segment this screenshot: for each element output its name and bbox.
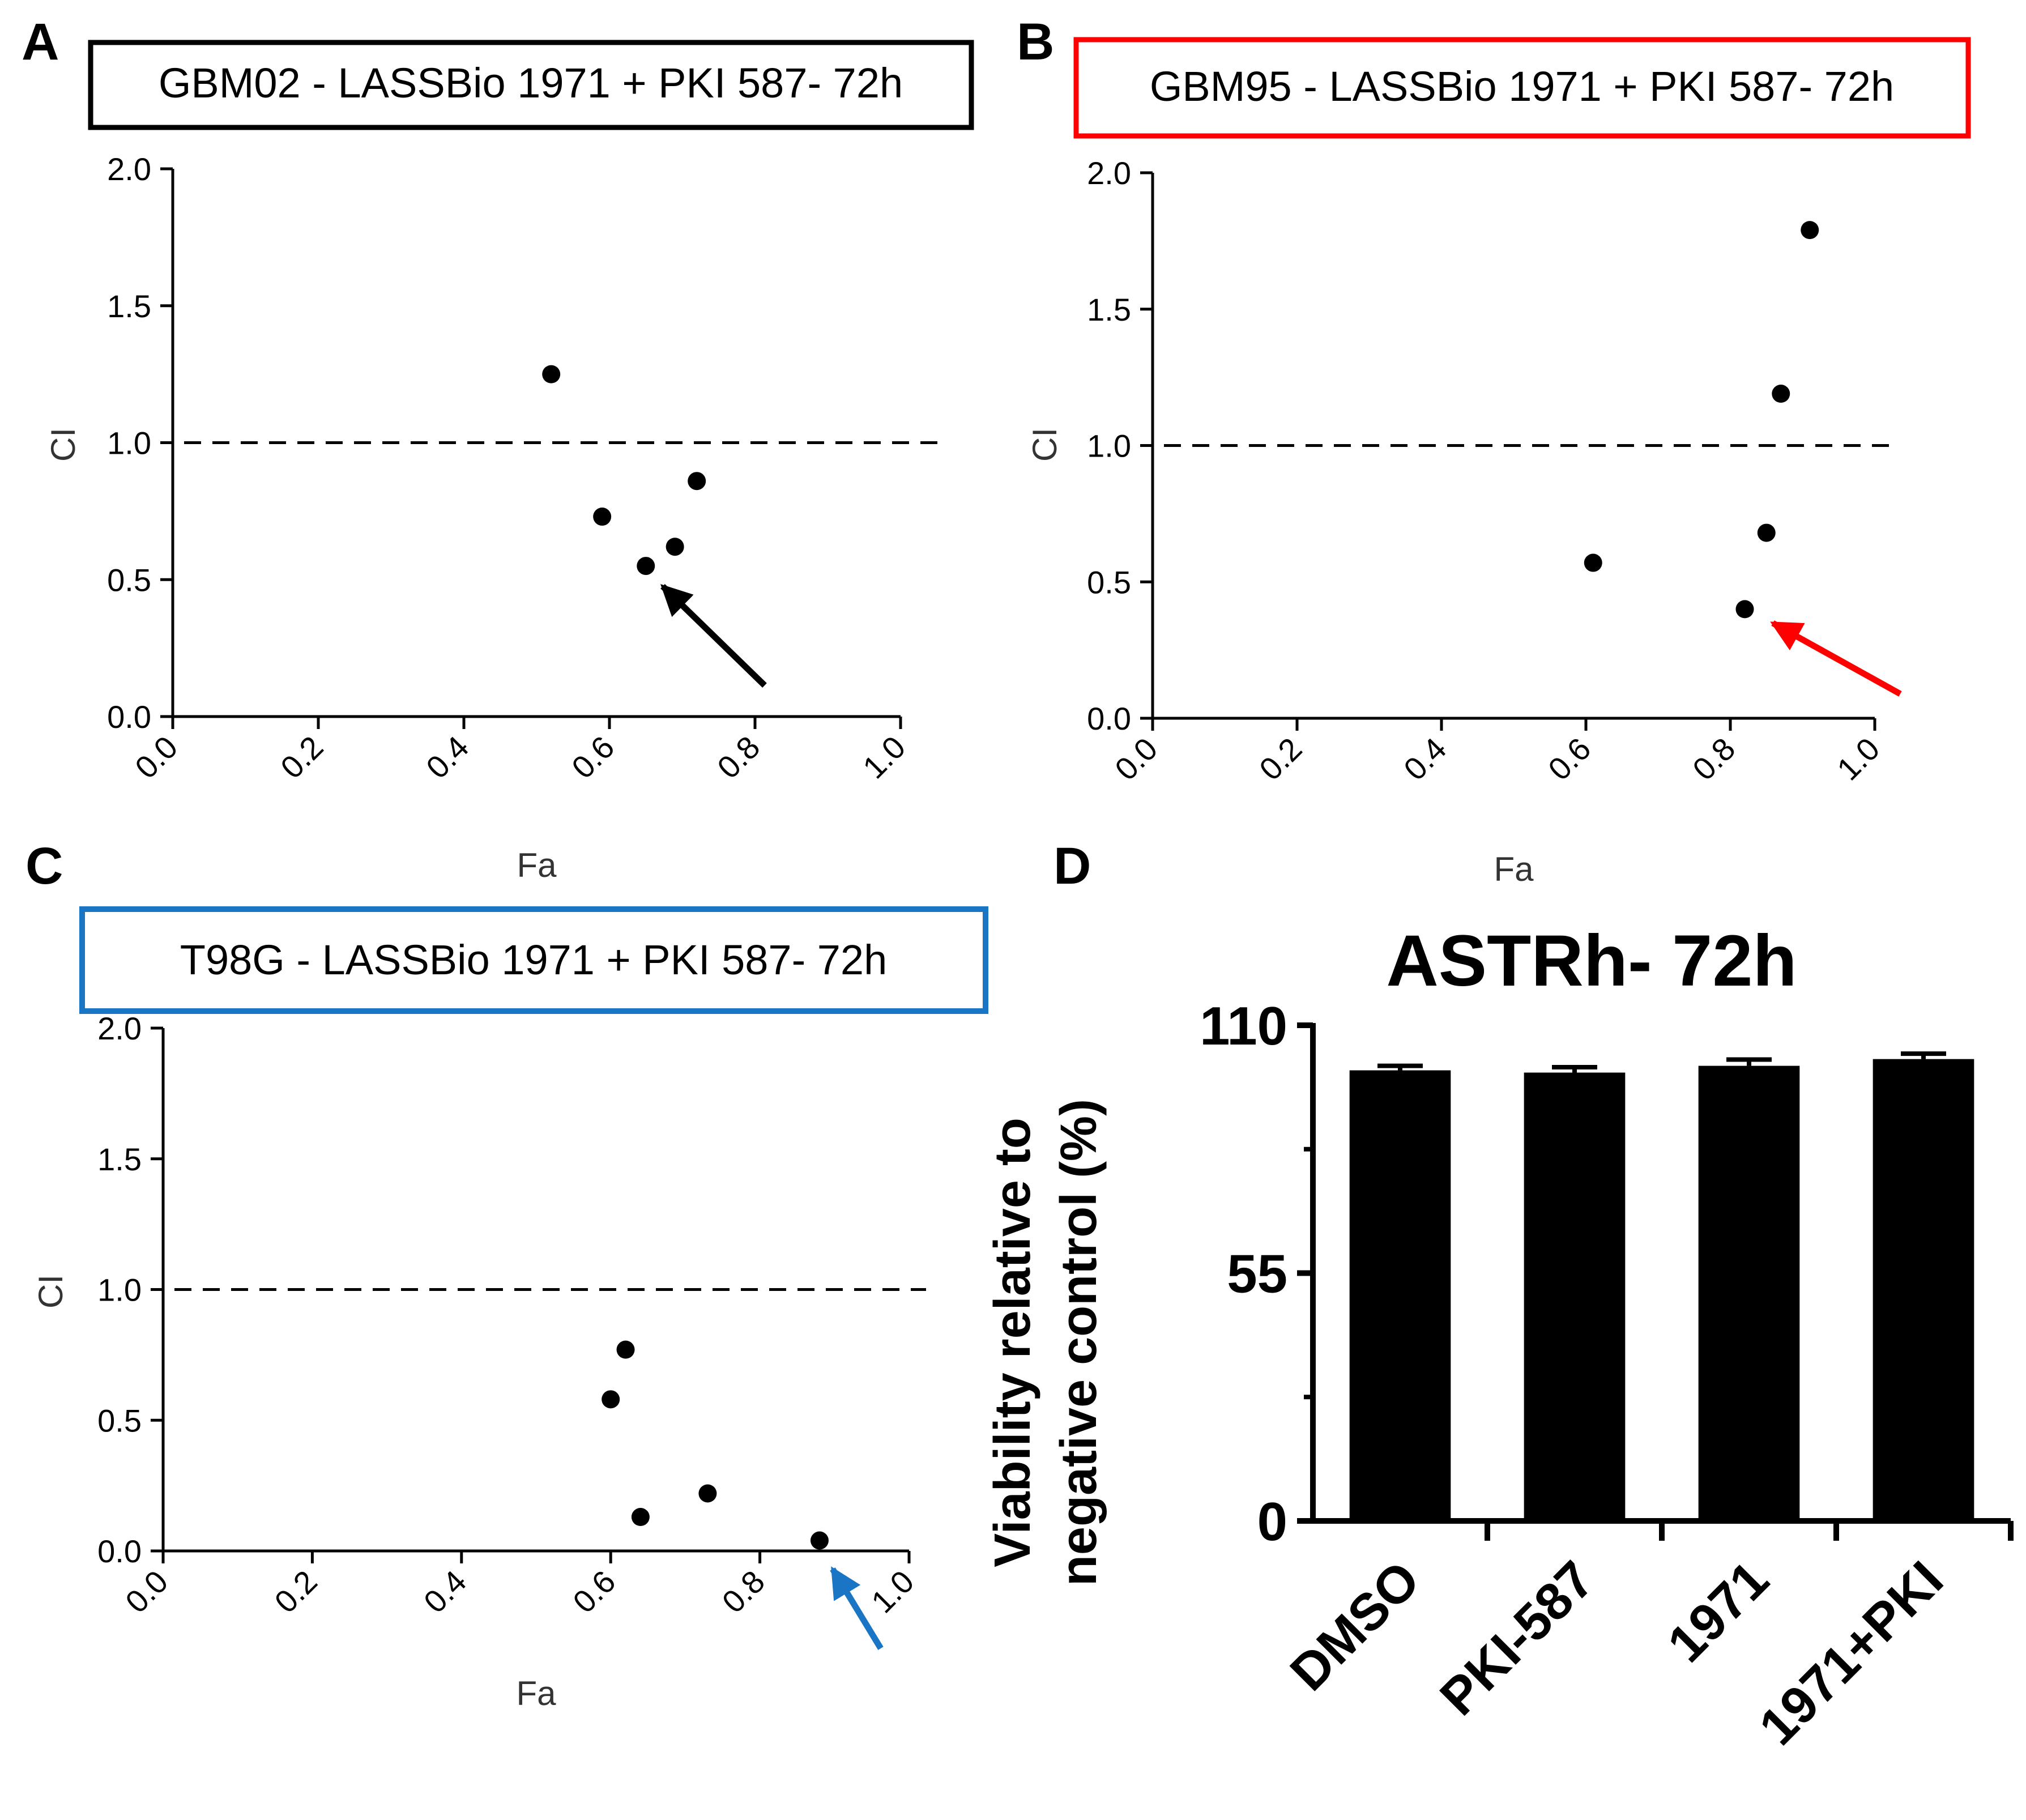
y-tick-label-d: 55: [1227, 1244, 1287, 1305]
x-tick-label: 0.6: [566, 1563, 622, 1620]
x-tick-label: 0.2: [274, 729, 330, 786]
chart-title-b: GBM95 - LASSBio 1971 + PKI 587- 72h: [1150, 63, 1894, 110]
data-point: [1735, 600, 1754, 619]
x-tick-label: 0.8: [1686, 731, 1742, 787]
data-point: [698, 1484, 717, 1503]
data-point: [631, 1508, 650, 1527]
x-tick-label: 0.6: [565, 729, 621, 786]
y-axis-label-a: CI: [44, 428, 82, 462]
y-tick-label: 1.5: [97, 1141, 142, 1177]
data-point: [1801, 221, 1819, 240]
panel-letter-b: B: [1017, 13, 1054, 71]
x-tick-label: 0.0: [128, 729, 185, 786]
x-tick-label: 0.0: [1108, 731, 1165, 787]
bar-1971-pki: [1873, 1059, 1974, 1521]
category-label: 1971+PKI: [1748, 1550, 1954, 1756]
x-tick-label: 0.0: [118, 1563, 175, 1620]
plot-area-a: 0.0 0.5 1.0 1.5 2.0 0.0 0.2 0.4 0.6 0.8 1.0 Fa CI: [44, 151, 946, 884]
plot-area-b: 0.0 0.5 1.0 1.5 2.0 0.0 0.2 0.4 0.6 0.8 1.0 Fa CI: [1026, 155, 1892, 888]
y-axis-label-b: CI: [1026, 428, 1064, 462]
title-box-c: [79, 906, 988, 1014]
panel-d: D ASTRh- 72h Viability relative to negat…: [984, 837, 2014, 1756]
chart-title-a: GBM02 - LASSBio 1971 + PKI 587- 72h: [159, 59, 903, 106]
y-tick-label-d: 0: [1257, 1491, 1287, 1552]
x-tick-label: 1.0: [1830, 731, 1887, 787]
y-tick-label: 2.0: [107, 151, 151, 187]
title-box-a: [88, 40, 974, 130]
y-tick-label: 0.5: [107, 562, 151, 598]
x-tick-label: 0.2: [1252, 731, 1309, 787]
data-point: [616, 1340, 635, 1359]
x-tick-label: 0.4: [417, 1563, 474, 1620]
y-tick-label-d: 110: [1200, 996, 1287, 1056]
x-tick-label: 0.8: [710, 729, 767, 786]
y-tick-label: 0.0: [1087, 701, 1131, 736]
y-tick-label: 0.5: [97, 1403, 142, 1438]
category-label: DMSO: [1279, 1550, 1431, 1702]
data-point: [1757, 523, 1776, 542]
panel-letter-c: C: [25, 837, 63, 895]
y-axis-label-d-line1: Viability relative to: [984, 1118, 1041, 1567]
chart-title-c: T98G - LASSBio 1971 + PKI 587- 72h: [180, 936, 888, 983]
data-point: [1584, 553, 1602, 572]
data-point: [602, 1390, 620, 1409]
category-label: PKI-587: [1429, 1550, 1605, 1727]
data-point: [688, 472, 706, 491]
y-axis-label-d-line2: negative control (%): [1051, 1099, 1107, 1586]
x-tick-label: 0.4: [419, 729, 476, 786]
bar-pki-587: [1524, 1072, 1626, 1521]
y-tick-label: 1.0: [1087, 428, 1131, 464]
x-tick-label: 0.4: [1397, 731, 1453, 787]
x-axis-label-b: Fa: [1494, 850, 1534, 888]
y-tick-label: 0.5: [1087, 564, 1131, 600]
y-tick-label: 2.0: [1087, 155, 1131, 191]
y-tick-label: 0.0: [97, 1533, 142, 1569]
panel-c: C T98G - LASSBio 1971 + PKI 587- 72h 0.0…: [25, 837, 988, 1712]
x-tick-label: 1.0: [864, 1563, 921, 1620]
highlight-arrow-b: [1770, 620, 1902, 697]
category-label: 1971: [1657, 1550, 1780, 1673]
panel-letter-a: A: [22, 13, 59, 71]
data-point: [542, 365, 561, 383]
y-tick-label: 1.0: [107, 425, 151, 461]
y-tick-label: 2.0: [97, 1011, 142, 1046]
bar-1971: [1698, 1065, 1800, 1521]
x-tick-label: 0.2: [267, 1563, 324, 1620]
data-point: [637, 557, 655, 576]
y-tick-label: 1.5: [107, 288, 151, 324]
x-axis-label-c: Fa: [516, 1674, 556, 1712]
x-tick-label: 1.0: [856, 729, 912, 786]
data-point: [666, 538, 684, 556]
plot-area-c: 0.0 0.5 1.0 1.5 2.0 0.0 0.2 0.4 0.6 0.8 1.0 Fa CI: [32, 1011, 926, 1712]
title-box-b: [1073, 37, 1971, 139]
y-axis-label-c: CI: [32, 1275, 70, 1308]
data-point: [1772, 385, 1790, 403]
y-tick-label: 1.5: [1087, 292, 1131, 327]
panel-b: B GBM95 - LASSBio 1971 + PKI 587- 72h 0.…: [1017, 13, 1971, 888]
highlight-arrow-a: [660, 584, 767, 688]
bar-dmso: [1349, 1070, 1451, 1521]
y-tick-label: 0.0: [107, 699, 151, 735]
panel-a: A GBM02 - LASSBio 1971 + PKI 587- 72h 0.…: [22, 13, 974, 884]
x-axis-label-a: Fa: [517, 846, 557, 884]
data-point: [593, 508, 612, 526]
data-point: [810, 1531, 829, 1550]
highlight-arrow-c: [830, 1566, 884, 1650]
y-tick-label: 1.0: [97, 1272, 142, 1308]
x-tick-label: 0.8: [715, 1563, 771, 1620]
panel-letter-d: D: [1053, 837, 1091, 895]
x-tick-label: 0.6: [1541, 731, 1598, 787]
chart-title-d: ASTRh- 72h: [1386, 920, 1797, 1001]
